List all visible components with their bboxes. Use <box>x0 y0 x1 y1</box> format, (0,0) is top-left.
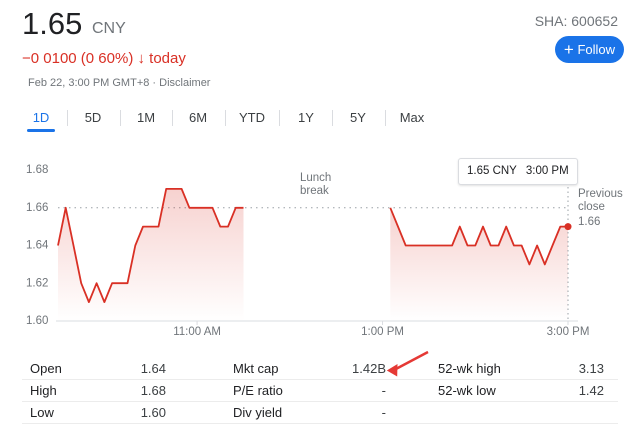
range-tab[interactable]: 1D <box>32 110 50 125</box>
period: today <box>149 50 186 67</box>
stat-label: Open <box>30 361 62 376</box>
range-tab[interactable]: 6M <box>188 110 208 125</box>
tooltip: 1.65 CNY 3:00 PM <box>458 158 578 185</box>
tab-separator <box>225 110 226 126</box>
stat-value: 1.64 <box>140 361 166 376</box>
stat-label: P/E ratio <box>233 383 283 398</box>
stat-value: 1.68 <box>140 383 166 398</box>
area-fill <box>390 207 568 321</box>
x-tick-label: 1:00 PM <box>361 326 404 338</box>
stat-value: 1.42B <box>352 361 386 376</box>
y-tick-label: 1.60 <box>26 315 48 327</box>
tab-indicator <box>27 129 55 132</box>
follow-label: Follow <box>577 42 616 57</box>
change: −0 0100 (0 60%) <box>22 50 134 67</box>
annotation-arrow <box>386 350 429 377</box>
range-tab[interactable]: 1Y <box>298 110 314 125</box>
down-arrow: ↓ <box>137 50 146 67</box>
y-tick-label: 1.62 <box>26 277 48 289</box>
range-tab[interactable]: 5Y <box>350 110 366 125</box>
stat-label: 52-wk low <box>438 383 496 398</box>
stat-value: - <box>381 405 386 420</box>
x-tick-label: 3:00 PM <box>547 326 590 338</box>
range-tab[interactable]: 5D <box>84 110 102 125</box>
tab-separator <box>332 110 333 126</box>
stat-label: Div yield <box>233 405 283 420</box>
tab-separator <box>385 110 386 126</box>
stat-value: - <box>381 383 386 398</box>
y-tick-label: 1.64 <box>26 240 49 252</box>
previous-close-label: Previous close <box>578 188 623 213</box>
tab-separator <box>172 110 173 126</box>
tab-separator <box>67 110 68 126</box>
stat-label: 52-wk high <box>438 361 501 376</box>
range-tab[interactable]: YTD <box>239 110 265 125</box>
row-divider <box>22 379 618 380</box>
area-fill <box>58 188 244 321</box>
tab-separator <box>279 110 280 126</box>
stat-label: Low <box>30 405 54 420</box>
row-divider <box>22 401 618 402</box>
stat-label: High <box>30 383 57 398</box>
chart: 1.60 1.62 1.64 1.66 1.68 11:00 AM 1:00 PM 3:00 … <box>26 160 590 338</box>
price-change: −0 0100 (0 60%) ↓ today <box>22 50 186 67</box>
y-tick-label: 1.66 <box>26 202 48 214</box>
row-divider <box>22 423 618 424</box>
tooltip-price: 1.65 CNY <box>467 165 517 177</box>
range-tab[interactable]: Max <box>399 110 425 125</box>
price-line <box>57 188 568 303</box>
range-tab[interactable]: 1M <box>136 110 156 125</box>
lunch-break-label: Lunch break <box>300 172 332 197</box>
stat-label: Mkt cap <box>233 361 279 376</box>
currency: CNY <box>92 20 126 37</box>
stat-value: 3.13 <box>578 361 604 376</box>
tooltip-time: 3:00 PM <box>525 165 569 177</box>
y-tick-label: 1.68 <box>26 164 48 176</box>
stat-value: 1.60 <box>140 405 166 420</box>
ticker: SHA: 600652 <box>534 13 618 29</box>
tab-separator <box>119 110 121 126</box>
timestamp[interactable]: Feb 22, 3:00 PM GMT+8 · Disclaimer <box>28 77 211 89</box>
previous-close-value: 1.66 <box>578 216 601 228</box>
last-point <box>564 223 572 231</box>
price: 1.65 <box>22 6 83 41</box>
follow-button[interactable]: + Follow <box>555 36 624 63</box>
x-tick-label: 11:00 AM <box>173 326 221 338</box>
stat-value: 1.42 <box>578 383 604 398</box>
